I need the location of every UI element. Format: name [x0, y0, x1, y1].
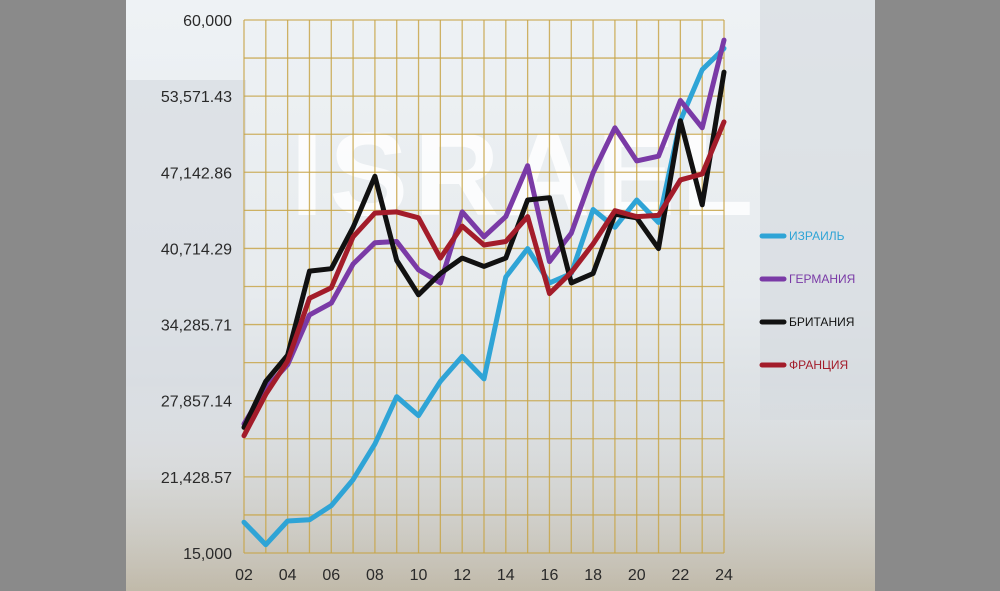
x-tick-label: 22	[671, 567, 689, 584]
x-tick-label: 12	[453, 567, 471, 584]
series-lines	[241, 37, 727, 548]
x-tick-label: 06	[322, 567, 340, 584]
legend-label: БРИТАНИЯ	[789, 315, 854, 329]
y-tick-label: 40,714.29	[161, 241, 232, 258]
y-tick-label: 15,000	[183, 546, 232, 563]
legend-label: ГЕРМАНИЯ	[789, 272, 855, 286]
x-tick-label: 18	[584, 567, 602, 584]
y-tick-label: 53,571.43	[161, 89, 232, 106]
y-tick-label: 47,142.86	[161, 165, 232, 182]
x-tick-label: 16	[541, 567, 559, 584]
series-line-2	[241, 69, 727, 430]
x-tick-label: 02	[235, 567, 253, 584]
x-tick-label: 08	[366, 567, 384, 584]
series-line-3	[241, 119, 727, 439]
x-tick-label: 14	[497, 567, 515, 584]
background-floor	[126, 380, 875, 591]
x-axis-ticks: 02 04 06 08 10 12 14 16 18 20 22 24	[235, 567, 733, 584]
series-line-1	[241, 37, 727, 427]
background-skyline-right	[760, 0, 875, 420]
y-tick-label: 27,857.14	[161, 394, 232, 411]
y-tick-label: 60,000	[183, 13, 232, 30]
x-tick-label: 10	[410, 567, 428, 584]
x-tick-label: 04	[279, 567, 297, 584]
series-line-0	[241, 45, 727, 548]
y-tick-label: 21,428.57	[161, 470, 232, 487]
x-tick-label: 20	[628, 567, 646, 584]
y-axis-ticks: 15,000 21,428.57 27,857.14 34,285.71 40,714.…	[161, 13, 232, 563]
x-tick-label: 24	[715, 567, 733, 584]
legend: ИЗРАИЛЬ ГЕРМАНИЯ БРИТАНИЯ ФРАНЦИЯ	[759, 229, 855, 372]
y-tick-label: 34,285.71	[161, 318, 232, 335]
legend-label: ФРАНЦИЯ	[789, 358, 848, 372]
legend-label: ИЗРАИЛЬ	[789, 229, 845, 243]
